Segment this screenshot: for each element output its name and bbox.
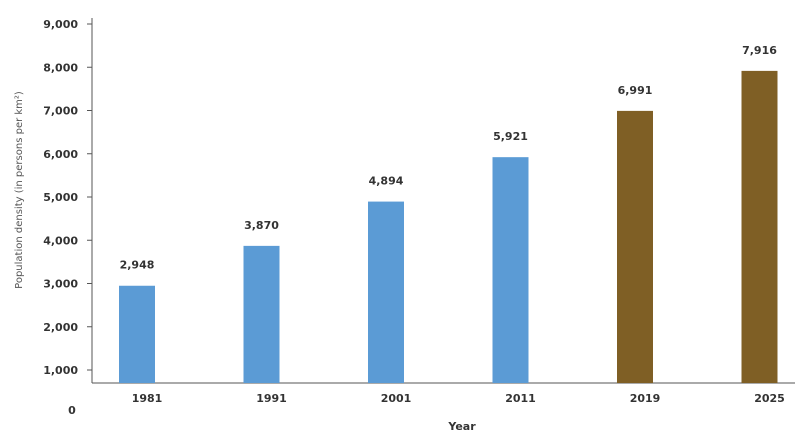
bar — [368, 201, 404, 383]
y-tick-label: 5,000 — [43, 191, 78, 204]
bar — [243, 245, 280, 383]
y-tick-label: 6,000 — [43, 148, 78, 161]
x-tick-label: 2001 — [381, 392, 412, 405]
bar — [741, 70, 778, 384]
y-tick-label: 7,000 — [43, 105, 78, 118]
x-tick-label: 1991 — [256, 392, 287, 405]
data-label: 6,991 — [618, 84, 653, 97]
bar — [119, 285, 155, 383]
y-tick-label: 8,000 — [43, 61, 78, 74]
y-tick-label: 4,000 — [43, 234, 78, 247]
y-tick-label: 2,000 — [43, 321, 78, 334]
bars: 2,948 3,870 4,894 5,921 6,991 7,916 — [119, 44, 778, 384]
data-label: 2,948 — [120, 259, 155, 272]
y-tick-label: 9,000 — [43, 18, 78, 31]
y-axis-title: Population density (in persons per km²) — [14, 91, 25, 289]
x-tick-label: 1981 — [132, 392, 163, 405]
y-tick-label: 1,000 — [43, 364, 78, 377]
x-tick-label: 2011 — [505, 392, 536, 405]
y-tick-label: 3,000 — [43, 278, 78, 291]
y-ticks: 0 1,000 2,000 3,000 4,000 5,000 6,000 7,000 8,00… — [43, 18, 92, 417]
x-axis-title: Year — [447, 420, 476, 433]
x-tick-label: 2019 — [630, 392, 661, 405]
x-ticks: 1981 1991 2001 2011 2019 2025 — [132, 392, 785, 405]
data-label: 4,894 — [369, 175, 404, 188]
data-label: 5,921 — [493, 130, 528, 143]
data-label: 7,916 — [742, 44, 777, 57]
y-tick-label: 0 — [68, 404, 76, 417]
bar — [617, 110, 653, 383]
x-tick-label: 2025 — [754, 392, 785, 405]
data-label: 3,870 — [244, 219, 279, 232]
bar — [492, 157, 529, 383]
